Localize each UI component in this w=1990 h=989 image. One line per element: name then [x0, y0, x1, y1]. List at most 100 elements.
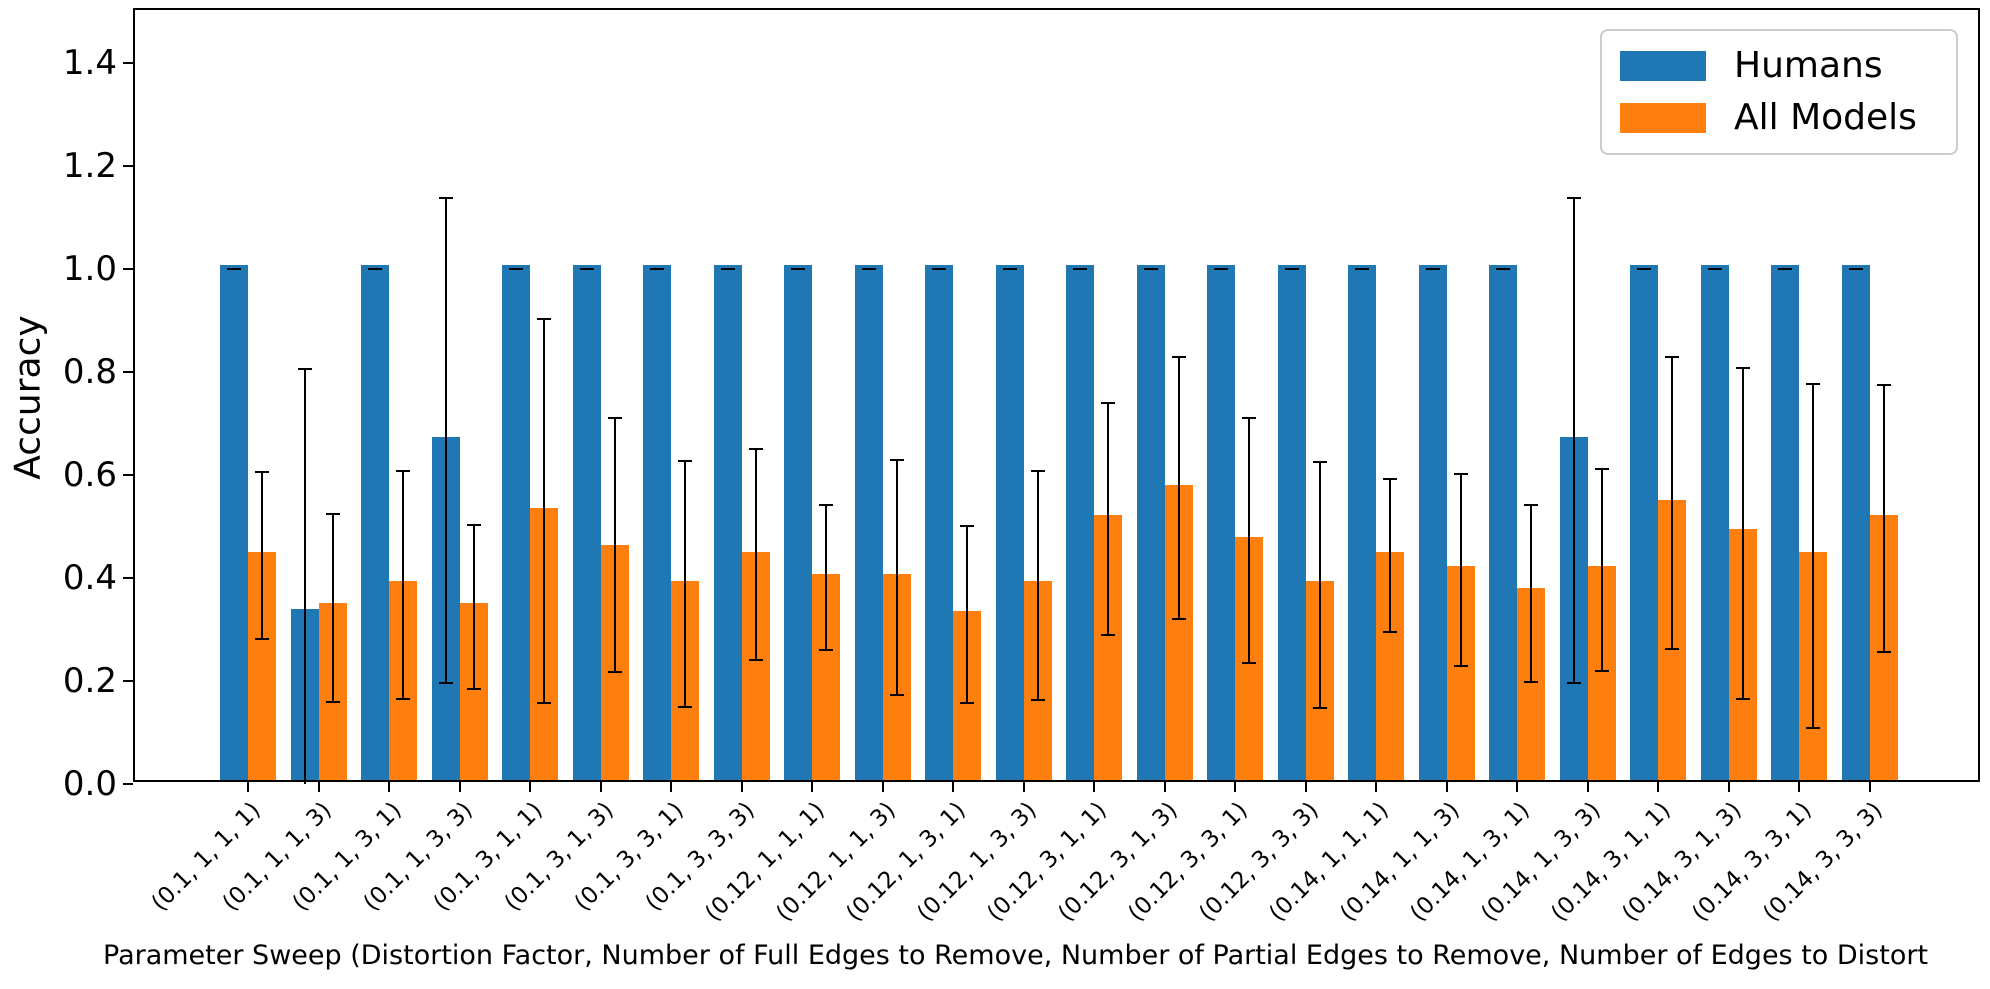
x-tick-mark — [1375, 782, 1377, 792]
error-bar-humans — [1572, 197, 1575, 683]
error-cap-all-models — [678, 460, 692, 463]
bar-humans — [995, 265, 1024, 780]
error-bar-all-models — [1530, 504, 1532, 682]
error-bar-all-models — [1882, 385, 1885, 653]
x-tick-mark — [529, 782, 531, 792]
error-cap-humans — [1496, 268, 1510, 270]
error-bar-all-models — [754, 449, 757, 661]
error-cap-humans — [297, 368, 312, 371]
error-cap-humans — [509, 268, 523, 270]
x-tick-mark — [1798, 782, 1800, 792]
error-cap-all-models — [607, 671, 622, 674]
error-bar-all-models — [1248, 417, 1250, 664]
error-bar-all-models — [402, 471, 404, 699]
legend-swatch-all-models — [1620, 103, 1706, 133]
error-cap-all-models — [1524, 680, 1538, 683]
bar-humans — [1700, 265, 1729, 780]
bar-humans — [854, 265, 883, 780]
error-cap-humans — [1778, 268, 1792, 270]
error-cap-all-models — [1665, 356, 1679, 359]
error-cap-humans — [791, 268, 805, 270]
bar-humans — [925, 265, 953, 780]
legend: Humans All Models — [1600, 29, 1958, 155]
error-cap-humans — [650, 268, 664, 270]
error-bar-humans — [444, 197, 447, 684]
error-cap-all-models — [1171, 356, 1186, 359]
error-cap-humans — [438, 196, 453, 199]
bar-humans — [1489, 265, 1517, 780]
error-cap-all-models — [325, 701, 340, 704]
error-cap-all-models — [819, 504, 833, 507]
error-cap-all-models — [1453, 664, 1468, 667]
error-bar-all-models — [613, 418, 616, 673]
x-tick-mark — [317, 782, 320, 792]
error-cap-all-models — [819, 649, 833, 652]
error-cap-all-models — [960, 701, 974, 704]
error-cap-all-models — [396, 470, 410, 473]
error-cap-all-models — [325, 512, 340, 515]
y-tick-label: 0.2 — [62, 661, 117, 701]
error-bar-all-models — [472, 524, 475, 689]
error-cap-all-models — [1383, 631, 1397, 634]
x-tick-mark — [247, 782, 249, 792]
error-cap-all-models — [960, 524, 974, 527]
x-tick-mark — [1868, 782, 1871, 792]
bar-humans — [1277, 265, 1306, 780]
error-cap-humans — [1425, 268, 1440, 270]
bar-humans — [361, 265, 389, 780]
x-tick-mark — [1234, 782, 1236, 792]
x-tick-mark — [1022, 782, 1025, 792]
x-tick-mark — [388, 782, 390, 792]
x-tick-mark — [670, 782, 672, 792]
error-cap-all-models — [1594, 670, 1609, 673]
error-bar-all-models — [684, 461, 686, 707]
x-tick-mark — [1727, 782, 1730, 792]
error-cap-all-models — [1876, 384, 1891, 387]
x-tick-mark — [1516, 782, 1518, 792]
error-cap-humans — [1566, 681, 1581, 684]
error-bar-all-models — [1389, 478, 1391, 633]
y-tick-mark — [123, 783, 133, 785]
y-tick-mark — [123, 268, 133, 270]
bar-humans — [1066, 265, 1094, 780]
legend-label-all-models: All Models — [1734, 97, 1917, 138]
error-cap-all-models — [889, 458, 904, 461]
x-tick-mark — [1657, 782, 1659, 792]
x-tick-mark — [1163, 782, 1166, 792]
error-cap-humans — [227, 268, 241, 270]
x-tick-mark — [1304, 782, 1307, 792]
y-tick-label: 0.6 — [62, 455, 117, 495]
bar-humans — [1841, 265, 1870, 780]
bar-humans — [1630, 265, 1658, 780]
error-bar-all-models — [966, 525, 968, 703]
error-bar-all-models — [825, 505, 827, 651]
error-cap-all-models — [1242, 416, 1256, 419]
error-cap-all-models — [255, 637, 269, 640]
error-cap-all-models — [466, 523, 481, 526]
legend-swatch-humans — [1620, 51, 1706, 81]
error-cap-all-models — [396, 697, 410, 700]
error-cap-all-models — [1101, 402, 1115, 405]
bar-humans — [220, 265, 248, 780]
x-tick-mark — [952, 782, 954, 792]
y-tick-mark — [123, 577, 133, 579]
error-cap-humans — [861, 268, 876, 270]
error-cap-humans — [1073, 268, 1087, 270]
bar-humans — [502, 265, 530, 780]
y-tick-label: 0.4 — [62, 558, 117, 598]
x-tick-mark — [458, 782, 461, 792]
error-cap-all-models — [1524, 503, 1538, 506]
x-tick-mark — [1445, 782, 1448, 792]
error-cap-humans — [720, 268, 735, 270]
error-cap-all-models — [1453, 473, 1468, 476]
bar-humans — [1771, 265, 1799, 780]
error-cap-all-models — [466, 687, 481, 690]
x-axis-label: Parameter Sweep (Distortion Factor, Numb… — [103, 940, 1929, 971]
error-bar-all-models — [1107, 403, 1109, 635]
bar-humans — [1136, 265, 1165, 780]
error-cap-all-models — [1735, 697, 1750, 700]
y-tick-label: 1.0 — [62, 249, 117, 289]
error-cap-all-models — [255, 470, 269, 473]
error-cap-all-models — [1312, 707, 1327, 710]
x-tick-mark — [599, 782, 602, 792]
